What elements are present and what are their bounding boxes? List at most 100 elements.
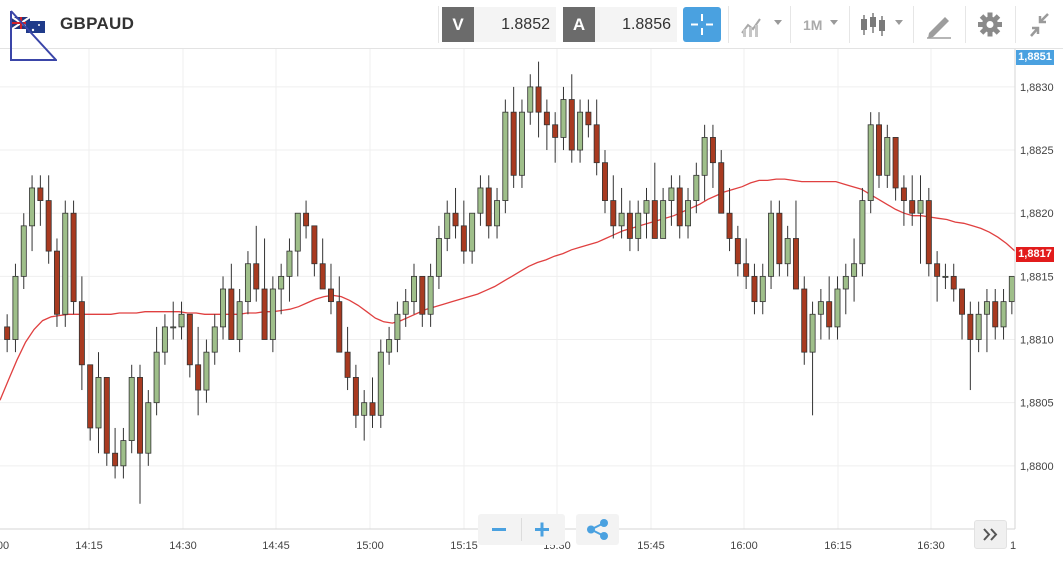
candle-body-down bbox=[137, 377, 143, 454]
moving-average-layer bbox=[0, 178, 1016, 401]
x-tick-label: 14:30 bbox=[169, 540, 197, 552]
candle bbox=[784, 225, 791, 277]
share-control bbox=[576, 514, 619, 545]
candle bbox=[352, 364, 359, 428]
candle bbox=[801, 276, 808, 365]
draw-tools-button[interactable] bbox=[921, 7, 957, 42]
zoom-out-button[interactable] bbox=[478, 514, 519, 545]
candle bbox=[626, 200, 633, 252]
toolbar-divider bbox=[728, 6, 729, 43]
bid-quote[interactable]: V 1.8852 bbox=[442, 7, 556, 42]
candle bbox=[618, 187, 625, 239]
candle-body-up bbox=[236, 301, 243, 340]
candle-body-down bbox=[510, 111, 517, 176]
share-button[interactable] bbox=[576, 514, 619, 545]
settings-button[interactable] bbox=[972, 7, 1008, 42]
candle-body-up bbox=[29, 187, 36, 227]
crosshair-button[interactable] bbox=[683, 7, 721, 42]
candle bbox=[950, 263, 957, 302]
candle bbox=[62, 200, 69, 327]
candle-body-up bbox=[851, 263, 858, 277]
candle bbox=[925, 187, 932, 277]
candle bbox=[344, 326, 351, 391]
candle bbox=[203, 339, 210, 403]
toolbar-divider bbox=[965, 6, 966, 43]
candle-body-down bbox=[593, 124, 600, 164]
candle-body-up bbox=[784, 238, 791, 265]
x-tick-label: 15:15 bbox=[450, 540, 478, 552]
candle-body-down bbox=[909, 200, 916, 214]
candle bbox=[643, 187, 650, 239]
candle bbox=[651, 162, 658, 239]
candle-body-up bbox=[884, 137, 891, 176]
candle bbox=[759, 263, 766, 315]
x-tick-label: 1 bbox=[1010, 540, 1016, 552]
candle-body-up bbox=[685, 200, 691, 227]
candles-layer bbox=[4, 61, 1015, 504]
plus-icon bbox=[535, 522, 549, 537]
candle-body-up bbox=[12, 275, 19, 340]
candle-body-up bbox=[1008, 275, 1015, 303]
candle-body-up bbox=[983, 301, 990, 315]
candlestick-chart[interactable]: 0014:1514:3014:4515:0015:1515:3015:4516:… bbox=[0, 49, 1063, 563]
candle-body-down bbox=[303, 212, 310, 227]
x-tick-label: 14:15 bbox=[75, 540, 103, 552]
candle-body-up bbox=[178, 313, 185, 328]
candle-body-down bbox=[319, 263, 326, 290]
candle bbox=[842, 263, 849, 315]
candle bbox=[120, 427, 127, 479]
candle-body-down bbox=[552, 124, 559, 138]
scroll-right-button[interactable] bbox=[974, 520, 1007, 549]
candle bbox=[568, 74, 575, 163]
collapse-button[interactable] bbox=[1022, 7, 1058, 42]
candle-body-down bbox=[53, 250, 60, 315]
zoom-in-button[interactable] bbox=[522, 514, 563, 545]
candle-body-up bbox=[20, 225, 27, 277]
price-chart[interactable]: 0014:1514:3014:4515:0015:1515:3015:4516:… bbox=[0, 49, 1063, 563]
candle bbox=[419, 275, 426, 327]
uk-australia-flag-icon bbox=[10, 10, 57, 61]
candle-body-down bbox=[568, 99, 575, 151]
candle bbox=[220, 276, 227, 340]
candle-body-down bbox=[718, 162, 725, 214]
bid-label: V bbox=[442, 7, 474, 42]
timeframe-button[interactable]: 1M bbox=[796, 7, 844, 42]
toolbar-divider bbox=[849, 6, 850, 43]
candle bbox=[834, 276, 841, 340]
candle bbox=[959, 288, 966, 340]
candle-body-down bbox=[602, 162, 608, 201]
indicators-button[interactable] bbox=[738, 7, 786, 42]
candle-body-down bbox=[892, 137, 899, 189]
candle bbox=[112, 427, 119, 479]
candle bbox=[303, 200, 310, 239]
candle bbox=[402, 289, 409, 327]
candle bbox=[527, 74, 534, 125]
candle-body-up bbox=[145, 402, 152, 454]
toolbar-divider bbox=[913, 6, 914, 43]
candle-body-up bbox=[62, 212, 69, 315]
candle-body-down bbox=[743, 263, 750, 277]
toolbar-divider bbox=[438, 6, 439, 43]
candle bbox=[884, 124, 891, 188]
chart-type-button[interactable] bbox=[858, 7, 908, 42]
candle-body-down bbox=[709, 137, 716, 164]
gear-icon bbox=[978, 12, 1002, 37]
candle-body-down bbox=[876, 124, 882, 176]
candle-body-down bbox=[352, 377, 359, 416]
candle bbox=[137, 364, 143, 504]
crosshair-icon bbox=[691, 14, 713, 35]
candle-body-down bbox=[195, 364, 202, 391]
candle bbox=[236, 289, 243, 353]
instrument-symbol[interactable]: GBPAUD bbox=[60, 14, 135, 33]
candle-body-up bbox=[377, 351, 384, 416]
indicators-icon bbox=[741, 18, 761, 37]
candle bbox=[195, 326, 202, 416]
y-tick-label: 1,8830 bbox=[1020, 82, 1054, 94]
ask-quote[interactable]: A 1.8856 bbox=[563, 7, 677, 42]
candle bbox=[53, 238, 60, 327]
candle bbox=[29, 175, 36, 252]
candle bbox=[585, 99, 592, 138]
candle-body-down bbox=[900, 187, 907, 201]
candle-body-down bbox=[261, 288, 268, 340]
chevron-down-icon bbox=[895, 20, 903, 25]
